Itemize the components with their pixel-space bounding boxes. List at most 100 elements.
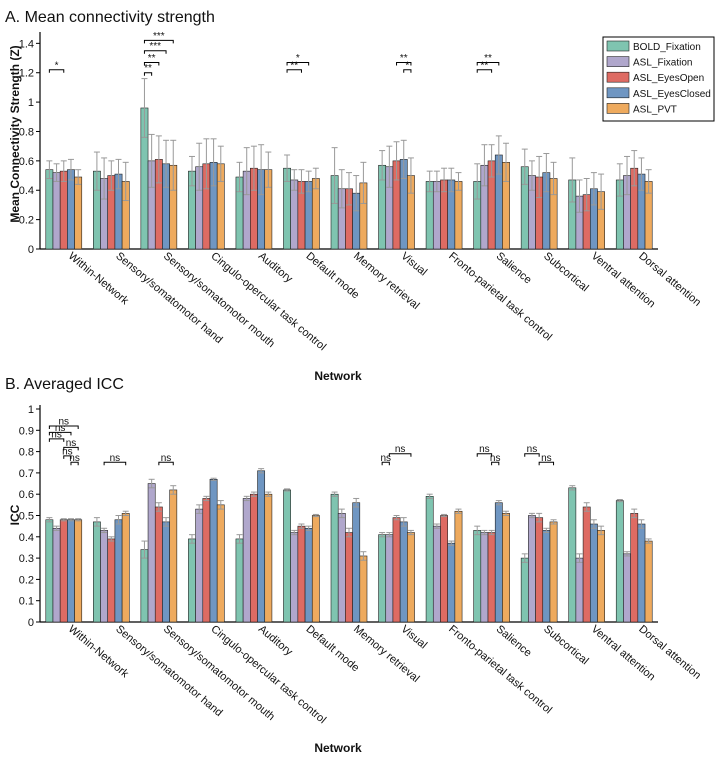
panel-a-category-label: Auditory: [256, 250, 295, 285]
panel-b-bar: [568, 487, 577, 623]
panel-a-significance-bracket: [143, 50, 167, 54]
panel-b-bar: [330, 493, 339, 623]
panel-b-bar: [502, 513, 510, 623]
panel-b-bar: [114, 519, 123, 623]
panel-b-significance-bracket: [103, 461, 127, 466]
panel-b-bar: [304, 527, 313, 623]
panel-b-significance-bracket: [491, 461, 500, 466]
panel-b-significance-label: ns: [527, 444, 538, 455]
panel-b-bar: [121, 513, 130, 623]
panel-b-bar: [487, 532, 496, 623]
panel-a-ytick-label: 1: [28, 97, 34, 109]
panel-b-significance-bracket: [388, 453, 412, 457]
panel-b-bar: [399, 521, 408, 623]
panel-b-bar: [250, 493, 258, 623]
panel-b-significance-label: ns: [55, 423, 66, 434]
panel-b-significance-label: ns: [110, 453, 121, 464]
panel-b-category-label: Visual: [399, 623, 430, 651]
panel-b-bar: [147, 483, 156, 623]
panel-a-category-label: Salience: [494, 250, 534, 286]
panel-a-significance-bracket: [48, 69, 65, 73]
panel-b-significance-label: ns: [541, 453, 552, 464]
panel-a-ytick-label: 0: [28, 244, 34, 256]
panel-b-ytick-label: 0.6: [19, 489, 34, 501]
panel-b-significance-bracket: [70, 461, 79, 466]
panel-b-bar: [283, 489, 291, 623]
panel-a-significance-label: *: [296, 53, 300, 64]
panel-b-significance-label: ns: [51, 429, 62, 440]
panel-a-significance-label: ***: [149, 41, 161, 52]
panel-b-bar: [494, 502, 503, 623]
panel-a-significance-label: **: [290, 60, 298, 71]
panel-b-bar: [188, 538, 196, 623]
panel-b-bar: [549, 521, 558, 623]
panel-b-significance-label: ns: [395, 444, 406, 455]
panel-b-significance-label: ns: [62, 446, 73, 457]
panel-a-title: A. Mean connectivity strength: [5, 9, 215, 26]
panel-a-significance-label: ***: [153, 31, 165, 42]
panel-b-significance-bracket: [476, 453, 493, 457]
panel-b-bar: [290, 532, 299, 623]
panel-a-significance-label: *: [405, 60, 409, 71]
panel-b-bar: [528, 515, 536, 623]
panel-b-ytick-label: 0.3: [19, 553, 34, 565]
panel-b-significance-bracket: [63, 455, 72, 459]
panel-b-bar: [93, 521, 101, 623]
panel-b-significance-bracket: [524, 453, 540, 457]
panel-a-significance-bracket: [476, 69, 493, 73]
legend-entry: ASL_EyesClosed: [633, 89, 711, 100]
legend-swatch: [606, 103, 630, 114]
panel-a-ytick-label: 0.4: [19, 185, 34, 197]
panel-b-bar: [637, 523, 646, 623]
legend-entry: ASL_PVT: [633, 104, 677, 115]
panel-a-significance-bracket: [476, 61, 500, 66]
panel-b-bar: [345, 532, 353, 623]
panel-b-bar: [162, 521, 170, 623]
panel-b-bar: [589, 523, 598, 623]
panel-b-title: B. Averaged ICC: [5, 376, 124, 393]
panel-a-category-label: Visual: [399, 250, 430, 278]
panel-b-bar: [140, 549, 149, 623]
panel-b-bar: [311, 515, 320, 623]
panel-b-significance-bracket: [63, 446, 79, 451]
panel-b-bar: [359, 555, 368, 623]
panel-b-significance-label: ns: [66, 438, 77, 449]
panel-a-ytick-label: 1.2: [19, 68, 34, 80]
panel-b-significance-label: ns: [161, 453, 172, 464]
panel-b-significance-label: ns: [479, 444, 490, 455]
panel-a-significance-bracket: [143, 72, 153, 76]
panel-a-xlabel: Network: [314, 369, 362, 383]
legend-entry: ASL_Fixation: [633, 58, 692, 69]
panel-b-xlabel: Network: [314, 741, 362, 755]
panel-b-bar: [59, 519, 68, 623]
panel-a-significance-bracket: [143, 61, 160, 66]
panel-b-bar: [202, 498, 211, 623]
panel-b: B. Averaged ICC ICC Network: [5, 376, 362, 755]
panel-b-bar: [257, 470, 266, 623]
panel-b-ytick-label: 0.9: [19, 425, 34, 437]
panel-b-bar: [425, 496, 434, 623]
panel-b-category-label: Auditory: [256, 623, 295, 658]
panel-b-bar: [74, 519, 83, 623]
panel-a-bar: [67, 169, 75, 250]
panel-b-bar: [67, 519, 75, 623]
legend-swatch: [606, 56, 630, 67]
panel-a-ytick-label: 0.2: [19, 215, 34, 227]
panel-b-ytick-label: 1: [28, 404, 34, 416]
panel-b-bar: [542, 530, 551, 623]
panel-a-bar: [454, 181, 463, 250]
panel-b-bar: [45, 519, 54, 623]
panel-a-ytick-label: 1.4: [19, 38, 34, 50]
panel-a-bar: [59, 170, 68, 250]
panel-b-bar: [615, 500, 624, 623]
panel-b-category-label: Subcortical: [541, 623, 590, 667]
panel-a-significance-label: **: [148, 53, 156, 64]
panel-b-significance-label: ns: [58, 417, 69, 428]
panel-b-bar: [209, 478, 218, 623]
legend-swatch: [606, 40, 630, 52]
panel-b-bar: [52, 527, 61, 623]
panel-b-bar: [520, 557, 529, 623]
panel-b-bar: [644, 540, 653, 623]
panel-b-bar: [582, 506, 591, 623]
